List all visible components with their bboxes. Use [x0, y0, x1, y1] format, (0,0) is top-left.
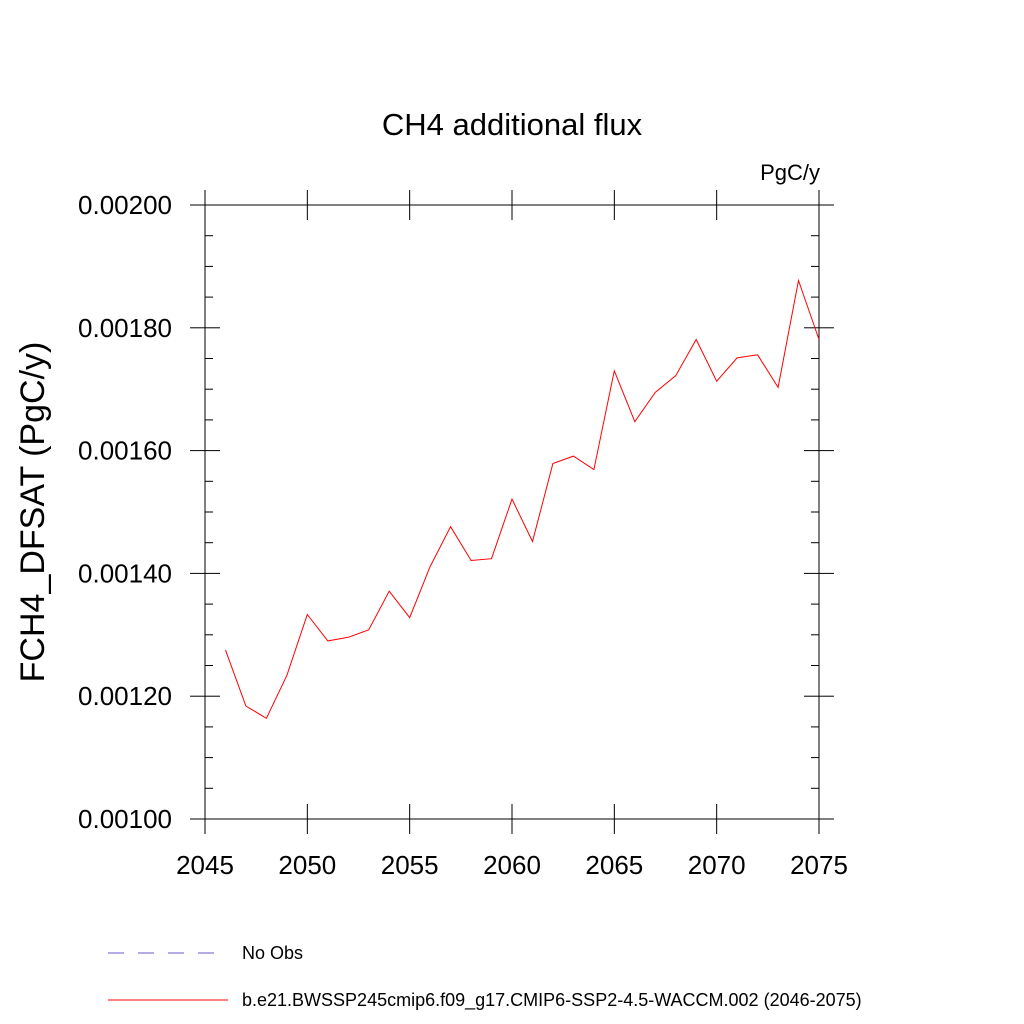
data-point [716, 380, 718, 382]
data-point [307, 614, 309, 616]
y-tick-label: 0.00180 [78, 313, 172, 343]
x-tick-label: 2060 [483, 850, 541, 880]
data-point [347, 636, 349, 638]
data-point [593, 469, 595, 471]
data-point [798, 280, 800, 282]
x-tick-label: 2055 [381, 850, 439, 880]
data-point [491, 558, 493, 560]
data-point [388, 590, 390, 592]
data-point [225, 649, 227, 651]
data-point [736, 357, 738, 359]
x-tick-label: 2045 [176, 850, 234, 880]
data-point [511, 498, 513, 500]
data-point [675, 375, 677, 377]
chart-title: CH4 additional flux [382, 107, 643, 142]
data-point [777, 387, 779, 389]
plot-frame [204, 204, 820, 820]
y-tick-label: 0.00140 [78, 558, 172, 588]
data-point [695, 339, 697, 341]
data-point [327, 640, 329, 642]
units-label: PgC/y [760, 160, 820, 185]
data-point [368, 629, 370, 631]
y-tick-label: 0.00160 [78, 436, 172, 466]
x-tick-label: 2070 [688, 850, 746, 880]
data-point [573, 455, 575, 457]
legend: No Obs b.e21.BWSSP245cmip6.f09_g17.CMIP6-… [108, 943, 862, 1011]
series-line [225, 278, 820, 720]
data-point [634, 421, 636, 423]
axis-ticks [190, 190, 834, 834]
data-point [757, 354, 759, 356]
y-tick-label: 0.00120 [78, 681, 172, 711]
x-tick-label: 2075 [790, 850, 848, 880]
data-point [818, 339, 820, 341]
data-point [429, 566, 431, 568]
data-point [532, 541, 534, 543]
y-tick-label: 0.00200 [78, 190, 172, 220]
data-point [654, 391, 656, 393]
y-tick-label: 0.00100 [78, 804, 172, 834]
data-point [286, 675, 288, 677]
legend-label: b.e21.BWSSP245cmip6.f09_g17.CMIP6-SSP2-4… [242, 990, 862, 1011]
data-point [245, 705, 247, 707]
x-tick-label: 2050 [278, 850, 336, 880]
series-group [225, 278, 820, 720]
data-point [409, 617, 411, 619]
data-point [266, 718, 268, 720]
data-point [552, 463, 554, 465]
y-axis-label: FCH4_DFSAT (PgC/y) [14, 342, 52, 683]
data-point [450, 526, 452, 528]
x-tick-label: 2065 [585, 850, 643, 880]
data-point [470, 560, 472, 562]
data-point [614, 370, 616, 372]
axis-tick-labels: 2045 2050 2055 2060 2065 2070 2075 0.00100 0.001… [78, 190, 848, 880]
legend-label: No Obs [242, 943, 303, 963]
